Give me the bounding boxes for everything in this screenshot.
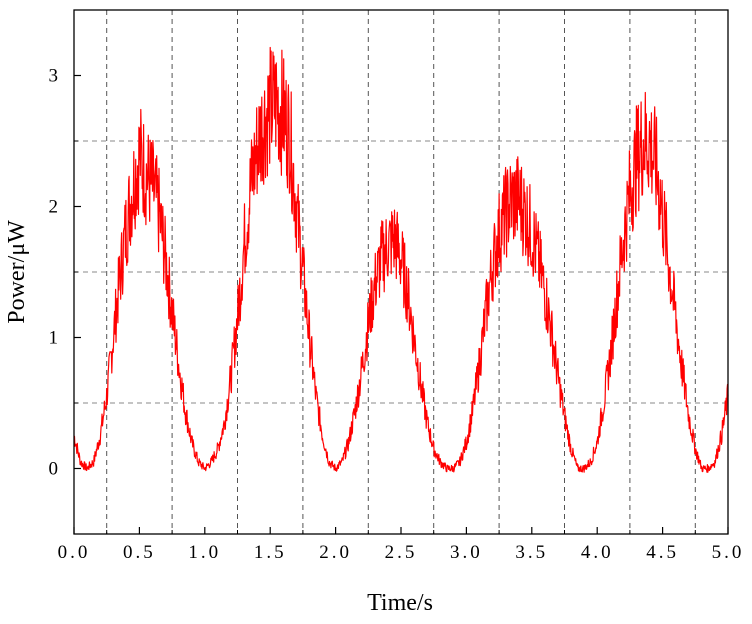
x-axis-title: Time/s [367,590,433,616]
y-tick-label: 1 [49,328,59,349]
x-tick-label: 2.5 [385,542,418,563]
x-tick-label: 3.0 [450,542,483,563]
x-tick-label: 4.5 [646,542,679,563]
x-tick-label: 3.5 [515,542,548,563]
x-tick-label: 5.0 [712,542,745,563]
x-tick-label: 0.0 [58,542,91,563]
ticks: 0.0 0.5 1.0 1.5 2.0 2.5 3.0 3.5 4.0 4.5 5.0 0 1 2 3 [49,9,745,563]
power-series-line [73,46,729,473]
x-tick-label: 1.0 [188,542,221,563]
grid [74,10,728,534]
x-tick-label: 1.5 [254,542,287,563]
x-tick-label: 0.5 [123,542,156,563]
x-tick-label: 4.0 [581,542,614,563]
y-tick-label: 3 [49,66,59,87]
y-axis-title: Power/μW [4,220,30,324]
plot-area [73,46,729,473]
y-tick-label: 2 [49,197,59,218]
x-tick-label: 2.0 [319,542,352,563]
y-tick-label: 0 [49,459,59,480]
